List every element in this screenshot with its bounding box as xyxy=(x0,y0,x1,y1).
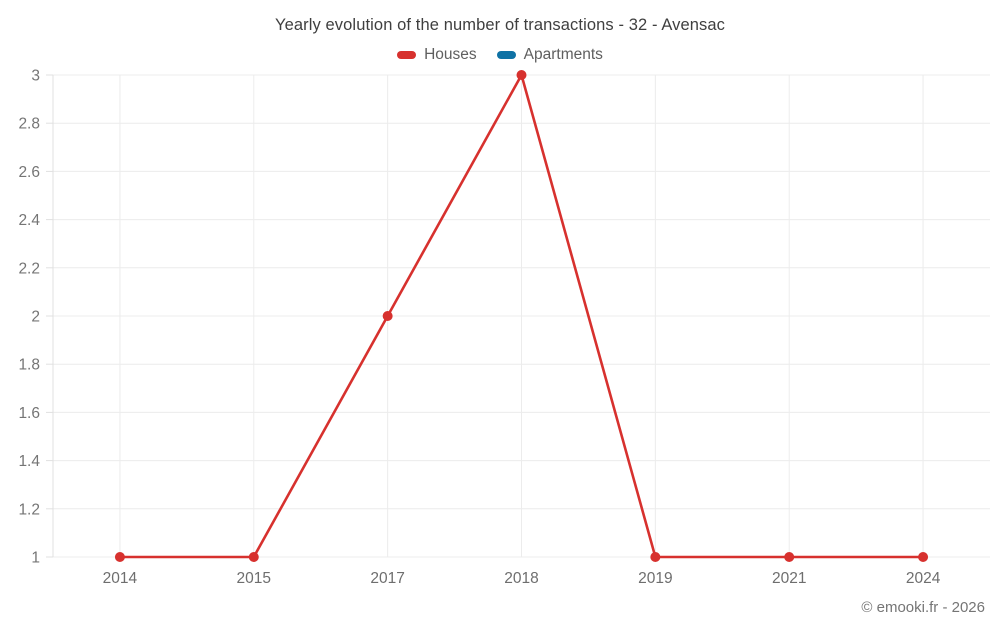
data-point[interactable] xyxy=(516,70,527,80)
data-point[interactable] xyxy=(248,552,259,562)
y-tick-label: 1 xyxy=(31,550,40,567)
x-tick-label: 2017 xyxy=(370,570,404,587)
y-tick-label: 2.6 xyxy=(18,164,40,181)
y-tick-label: 2.8 xyxy=(18,116,40,133)
data-point[interactable] xyxy=(918,552,929,562)
x-tick-label: 2024 xyxy=(906,570,941,587)
x-tick-label: 2018 xyxy=(504,570,538,587)
legend-label-houses: Houses xyxy=(424,46,477,63)
legend-item-apartments[interactable]: Apartments xyxy=(496,46,603,64)
chart-title: Yearly evolution of the number of transa… xyxy=(274,16,726,34)
legend-label-apartments: Apartments xyxy=(523,46,603,63)
y-tick-label: 1.6 xyxy=(18,405,40,422)
houses-swatch-icon xyxy=(397,51,417,59)
legend-item-houses[interactable]: Houses xyxy=(397,46,477,64)
x-tick-label: 2021 xyxy=(772,570,806,587)
y-tick-label: 2 xyxy=(31,309,40,326)
y-tick-label: 1.2 xyxy=(18,501,40,518)
x-tick-label: 2015 xyxy=(237,570,271,587)
chart-legend: Houses Apartments xyxy=(0,46,1000,64)
y-tick-label: 2.4 xyxy=(18,212,40,229)
data-point[interactable] xyxy=(650,552,661,562)
x-tick-label: 2019 xyxy=(638,570,672,587)
y-tick-label: 1.4 xyxy=(18,453,40,470)
y-tick-label: 1.8 xyxy=(18,357,40,374)
y-tick-label: 2.2 xyxy=(18,260,40,277)
copyright: © emooki.fr - 2026 xyxy=(861,599,985,616)
data-point[interactable] xyxy=(114,552,125,562)
data-point[interactable] xyxy=(784,552,795,562)
y-tick-label: 3 xyxy=(31,68,40,85)
data-point[interactable] xyxy=(382,311,393,321)
apartments-swatch-icon xyxy=(496,51,516,59)
x-tick-label: 2014 xyxy=(103,570,138,587)
